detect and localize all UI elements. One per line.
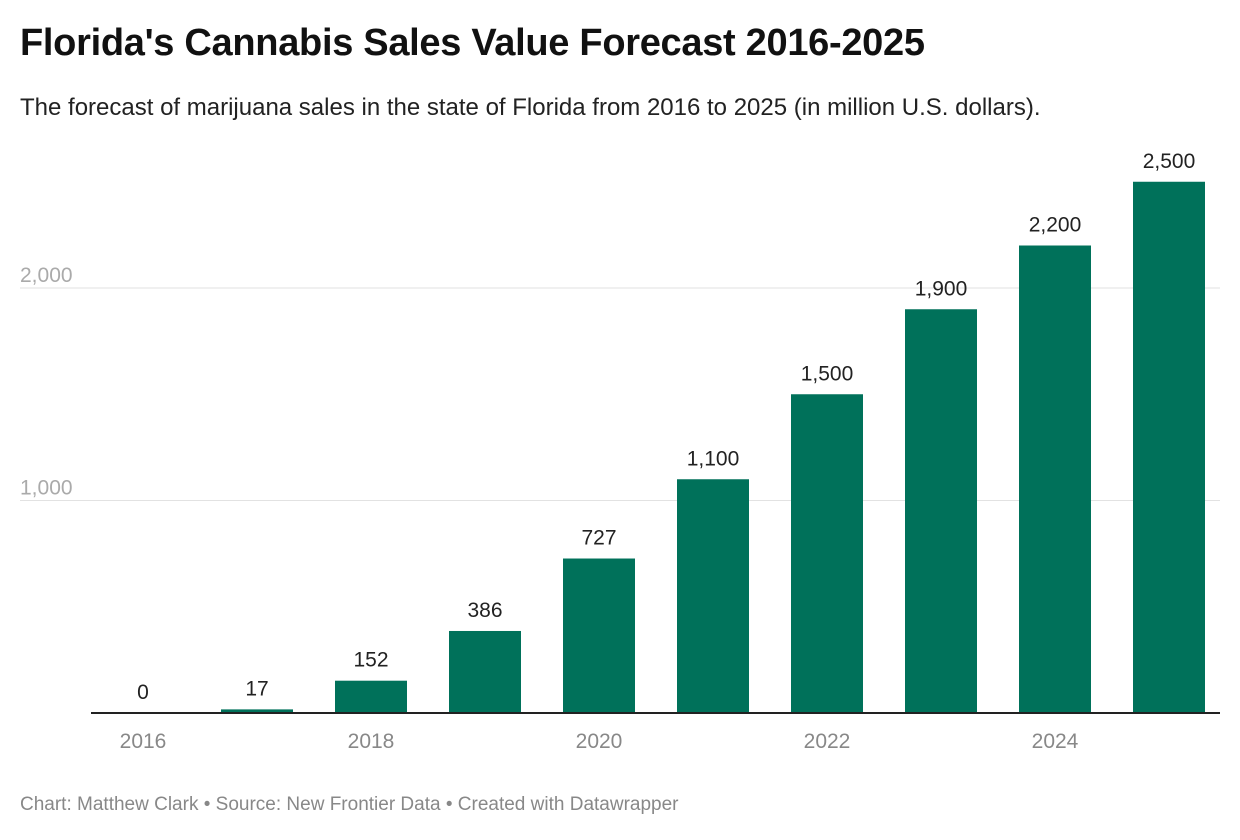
data-label: 1,500	[801, 362, 854, 385]
bar-2025	[1133, 181, 1205, 713]
x-tick-label: 2020	[576, 730, 623, 753]
chart-footer: Chart: Matthew Clark • Source: New Front…	[20, 794, 679, 815]
data-label: 2,200	[1029, 214, 1082, 237]
data-label: 1,900	[915, 277, 968, 300]
x-tick-label: 2024	[1032, 730, 1079, 753]
y-tick-label: 2,000	[20, 264, 73, 287]
chart-title: Florida's Cannabis Sales Value Forecast …	[20, 22, 925, 64]
bar-2023	[905, 309, 977, 713]
data-label: 0	[137, 681, 149, 704]
data-label: 152	[353, 649, 388, 672]
chart-subtitle: The forecast of marijuana sales in the s…	[20, 94, 1041, 121]
data-label: 2,500	[1143, 150, 1196, 173]
bar-2021	[677, 479, 749, 713]
data-label: 17	[245, 677, 268, 700]
x-tick-label: 2022	[804, 730, 851, 753]
bar-2018	[335, 680, 407, 713]
data-label: 727	[581, 527, 616, 550]
bar-2022	[791, 394, 863, 713]
x-tick-label: 2018	[348, 730, 395, 753]
x-tick-label: 2016	[120, 730, 167, 753]
bar-2024	[1019, 245, 1091, 713]
bar-2020	[563, 558, 635, 713]
data-label: 386	[467, 599, 502, 622]
y-tick-label: 1,000	[20, 477, 73, 500]
bar-2017	[221, 709, 293, 713]
bar-2019	[449, 630, 521, 713]
data-label: 1,100	[687, 447, 740, 470]
